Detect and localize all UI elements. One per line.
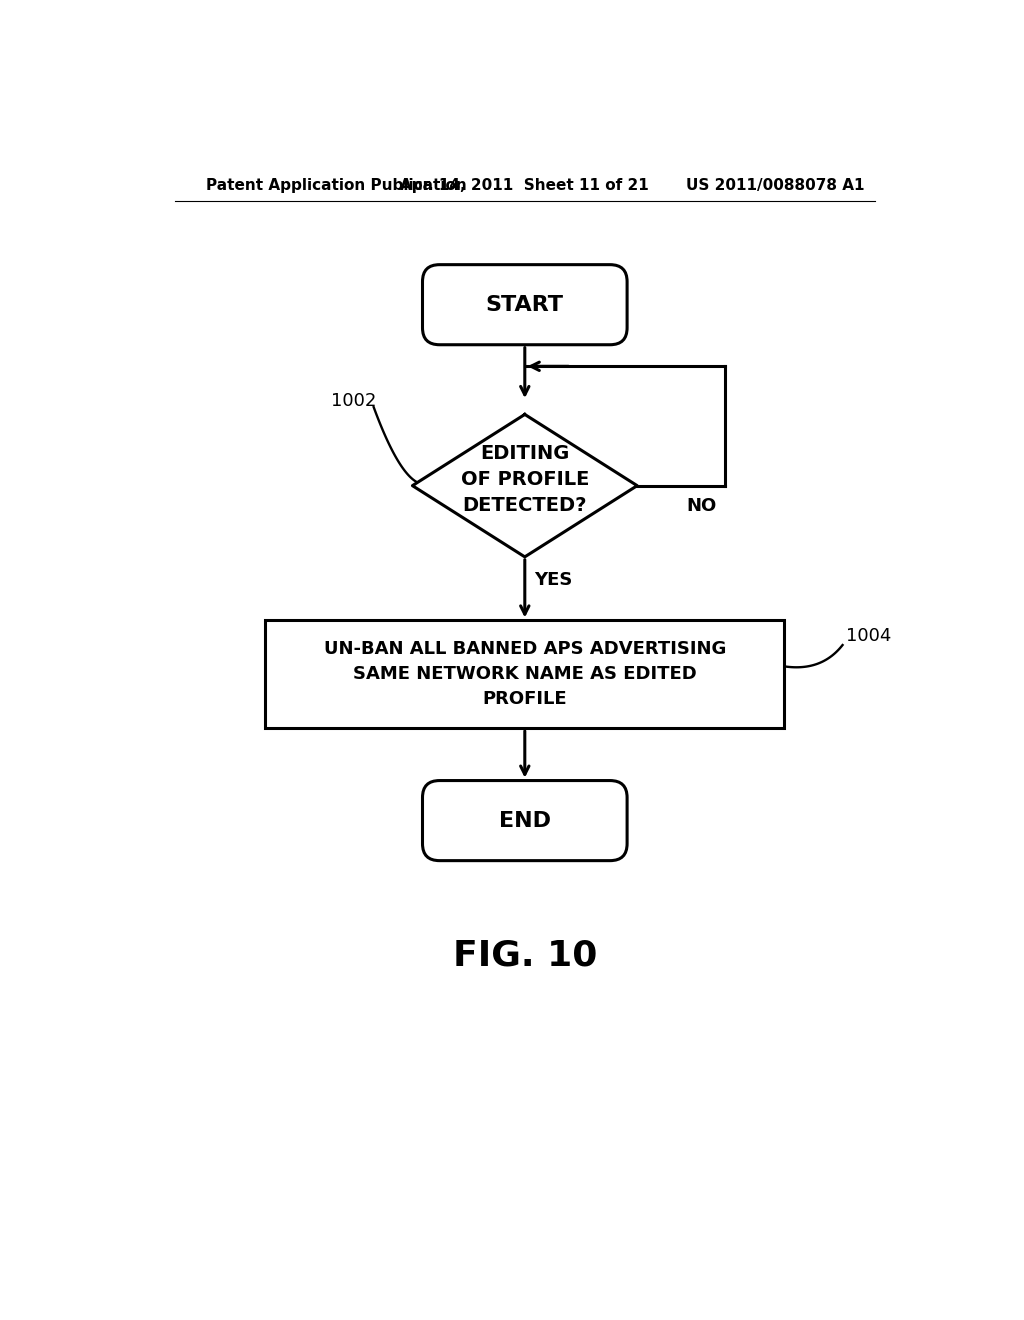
Text: US 2011/0088078 A1: US 2011/0088078 A1 xyxy=(686,178,864,193)
Text: UN-BAN ALL BANNED APS ADVERTISING
SAME NETWORK NAME AS EDITED
PROFILE: UN-BAN ALL BANNED APS ADVERTISING SAME N… xyxy=(324,640,726,709)
Text: YES: YES xyxy=(535,570,572,589)
Text: NO: NO xyxy=(687,498,717,515)
Bar xyxy=(265,620,784,729)
Text: EDITING
OF PROFILE
DETECTED?: EDITING OF PROFILE DETECTED? xyxy=(461,445,589,515)
Polygon shape xyxy=(413,414,637,557)
FancyBboxPatch shape xyxy=(423,264,627,345)
Text: START: START xyxy=(485,294,564,314)
Text: 1002: 1002 xyxy=(331,392,377,411)
Text: FIG. 10: FIG. 10 xyxy=(453,939,597,973)
Text: Patent Application Publication: Patent Application Publication xyxy=(206,178,466,193)
FancyBboxPatch shape xyxy=(423,780,627,861)
Text: 1004: 1004 xyxy=(847,627,892,644)
Text: END: END xyxy=(499,810,551,830)
Text: Apr. 14, 2011  Sheet 11 of 21: Apr. 14, 2011 Sheet 11 of 21 xyxy=(400,178,649,193)
